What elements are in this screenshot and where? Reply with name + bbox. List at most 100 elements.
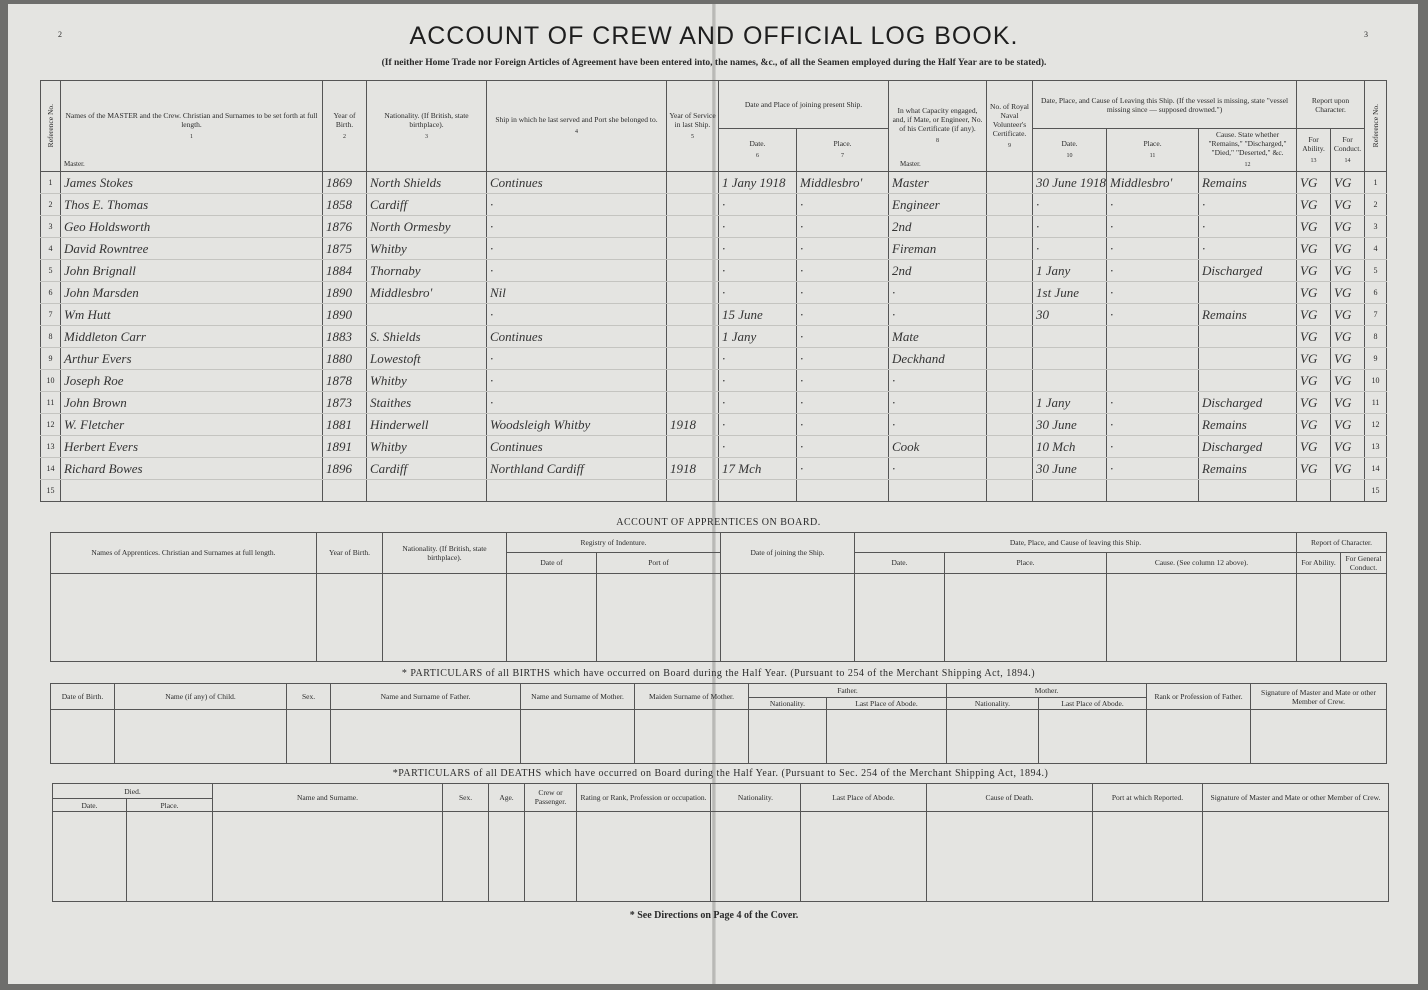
blank-cell — [286, 709, 331, 765]
reference-number: 4 — [1364, 237, 1388, 261]
entry — [1330, 479, 1366, 503]
entry: 1 Jany — [718, 325, 797, 349]
column-label: No. of Royal Naval Volunteer's Certifica… — [990, 101, 1029, 138]
entry: Northland Cardiff — [486, 457, 667, 481]
reference-number: 8 — [40, 325, 61, 349]
column-label: Reference No. — [1371, 103, 1381, 147]
entry — [986, 237, 1034, 261]
entry: Remains — [1198, 171, 1298, 195]
entry: VG — [1296, 237, 1332, 261]
entry: Whitby — [366, 435, 487, 459]
column-label: Year of Birth. — [333, 110, 356, 129]
entry — [486, 479, 667, 503]
group-header: Died. — [52, 782, 213, 800]
crew-section: Reference No. Names of the MASTER and the… — [40, 79, 1388, 503]
blank-cell — [1202, 811, 1389, 902]
blank-cell — [800, 811, 927, 902]
entry: · — [1198, 237, 1298, 261]
blank-cell — [826, 709, 947, 765]
group-header: Report of Character. — [1296, 532, 1388, 553]
entry: 1873 — [322, 391, 367, 415]
column-label: Cause. (See column 12 above). — [1154, 558, 1249, 568]
blank-cell — [52, 811, 127, 902]
column-header: Names of Apprentices. Christian and Surn… — [50, 532, 317, 574]
entry — [986, 369, 1034, 393]
column-header: Year of Service in last Ship. 5 — [666, 79, 719, 173]
entry: Fireman — [888, 237, 988, 261]
blank-cell — [926, 811, 1093, 902]
crew-row: 12 W. Fletcher 1881 Hinderwell Woodsleigh Wh… — [40, 413, 1388, 437]
column-label: Name and Surname of Father. — [380, 692, 471, 702]
crew-row: 4 David Rowntree 1875 Whitby · · · Fireman · · · VG… — [40, 237, 1388, 261]
entry — [1198, 281, 1298, 305]
column-label: For General Conduct. — [1345, 553, 1382, 572]
master-note: Master. — [900, 160, 921, 168]
column-header: Sex. — [286, 682, 331, 711]
entry: · — [795, 303, 890, 327]
reference-number: 7 — [1364, 303, 1388, 327]
table-body — [50, 573, 1388, 662]
entry: VG — [1296, 215, 1332, 239]
entry: 1890 — [322, 303, 367, 327]
footer-note: * See Directions on Page 4 of the Cover. — [629, 910, 799, 921]
deaths-table: Died. Name and Surname. Sex. Age. Crew or Pa… — [52, 782, 1389, 902]
header-row: Nationality. Last Place of Abode. National… — [51, 697, 1387, 711]
crew-row: 3 Geo Holdsworth 1876 North Ormesby · · · 2nd · ·… — [40, 215, 1388, 239]
entry: 1883 — [322, 325, 367, 349]
entry: VG — [1330, 391, 1366, 415]
entry — [666, 369, 719, 393]
entry — [666, 215, 719, 239]
blank-cell — [50, 573, 317, 662]
entry — [986, 347, 1034, 371]
title: ACCOUNT OF CREW AND OFFICIAL LOG BOOK. — [409, 22, 1019, 50]
entry — [1198, 347, 1298, 371]
entry: VG — [1296, 325, 1332, 349]
entry — [666, 479, 719, 503]
entry: · — [718, 347, 797, 371]
entry: VG — [1296, 303, 1332, 327]
column-label: Year of Birth. — [328, 548, 371, 558]
reference-number: 13 — [40, 435, 61, 459]
entry: Remains — [1198, 303, 1298, 327]
entry: Herbert Evers — [60, 435, 323, 459]
entry: · — [795, 193, 890, 217]
entry: · — [486, 259, 667, 283]
births-table: Date of Birth. Name (if any) of Child. Sex… — [50, 682, 1388, 765]
crew-row: 8 Middleton Carr 1883 S. Shields Continues 1 … — [40, 325, 1388, 349]
crew-row: 1 James Stokes 1869 North Shields Continues 1… — [40, 171, 1388, 195]
group-header: Mother. — [945, 682, 1148, 699]
page-number: 3 — [1364, 30, 1368, 39]
group-header: Date and Place of joining present Ship. — [717, 79, 890, 130]
crew-row: 9 Arthur Evers 1880 Lowestoft · · · Deckhand VG V… — [40, 347, 1388, 371]
column-label: Date of joining the Ship. — [750, 548, 825, 558]
entry: · — [795, 259, 890, 283]
entry — [1032, 347, 1108, 371]
entry: · — [1106, 457, 1200, 481]
column-label: Age. — [499, 792, 514, 802]
entry: · — [795, 369, 890, 393]
entry: · — [1106, 193, 1200, 217]
entry: Continues — [486, 435, 667, 459]
column-number: 9 — [1008, 142, 1012, 149]
blank-cell — [1105, 573, 1298, 662]
column-label: Crew or Passenger. — [534, 788, 567, 807]
entry — [666, 281, 719, 305]
entry: · — [888, 281, 988, 305]
column-label: Reference No. — [46, 103, 55, 147]
column-label: Place. — [1016, 558, 1035, 568]
column-header: Signature of Master and Mate or other Me… — [1202, 783, 1389, 812]
reference-number: 8 — [1364, 325, 1388, 349]
entry: Staithes — [366, 391, 487, 415]
entry — [666, 171, 719, 195]
column-header: Place. — [944, 551, 1107, 574]
entry — [666, 193, 719, 217]
column-label: Port at which Reported. — [1111, 792, 1184, 802]
entry: · — [795, 281, 890, 305]
entry — [666, 259, 719, 283]
column-label: Place. — [833, 139, 852, 149]
column-label: Place. — [1143, 139, 1162, 149]
column-label: Date of Birth. — [61, 692, 104, 702]
blank-cell — [1037, 709, 1148, 765]
column-number: 4 — [575, 129, 578, 136]
entry: Richard Bowes — [60, 457, 323, 481]
